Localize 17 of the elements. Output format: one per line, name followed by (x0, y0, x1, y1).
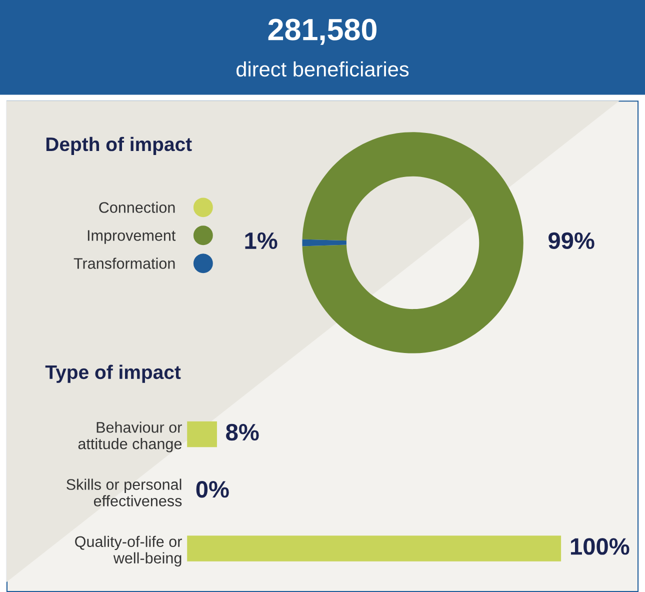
text: 281,580 (268, 18, 376, 45)
donut-slice (302, 239, 346, 246)
y-tick-label: Skills or personal effectiveness (66, 478, 182, 506)
data-label: 1% (245, 232, 278, 250)
legend-label: Connection (99, 202, 175, 213)
data-label: 8% (226, 424, 259, 441)
y-tick-label: Quality-of-life or well-being (75, 536, 182, 567)
y-tick-label: Behaviour or attitude change (78, 422, 182, 452)
legend-label: Transformation (74, 258, 175, 269)
legend-label: Improvement (88, 230, 176, 244)
data-label: 99% (548, 232, 594, 250)
data-label: 0% (196, 480, 229, 498)
chart-title: Type of impact (45, 364, 181, 383)
donut-slice (302, 132, 524, 354)
data-label: 100% (570, 538, 630, 555)
text: direct beneficiaries (236, 61, 409, 77)
chart-title: Depth of impact (46, 136, 192, 155)
